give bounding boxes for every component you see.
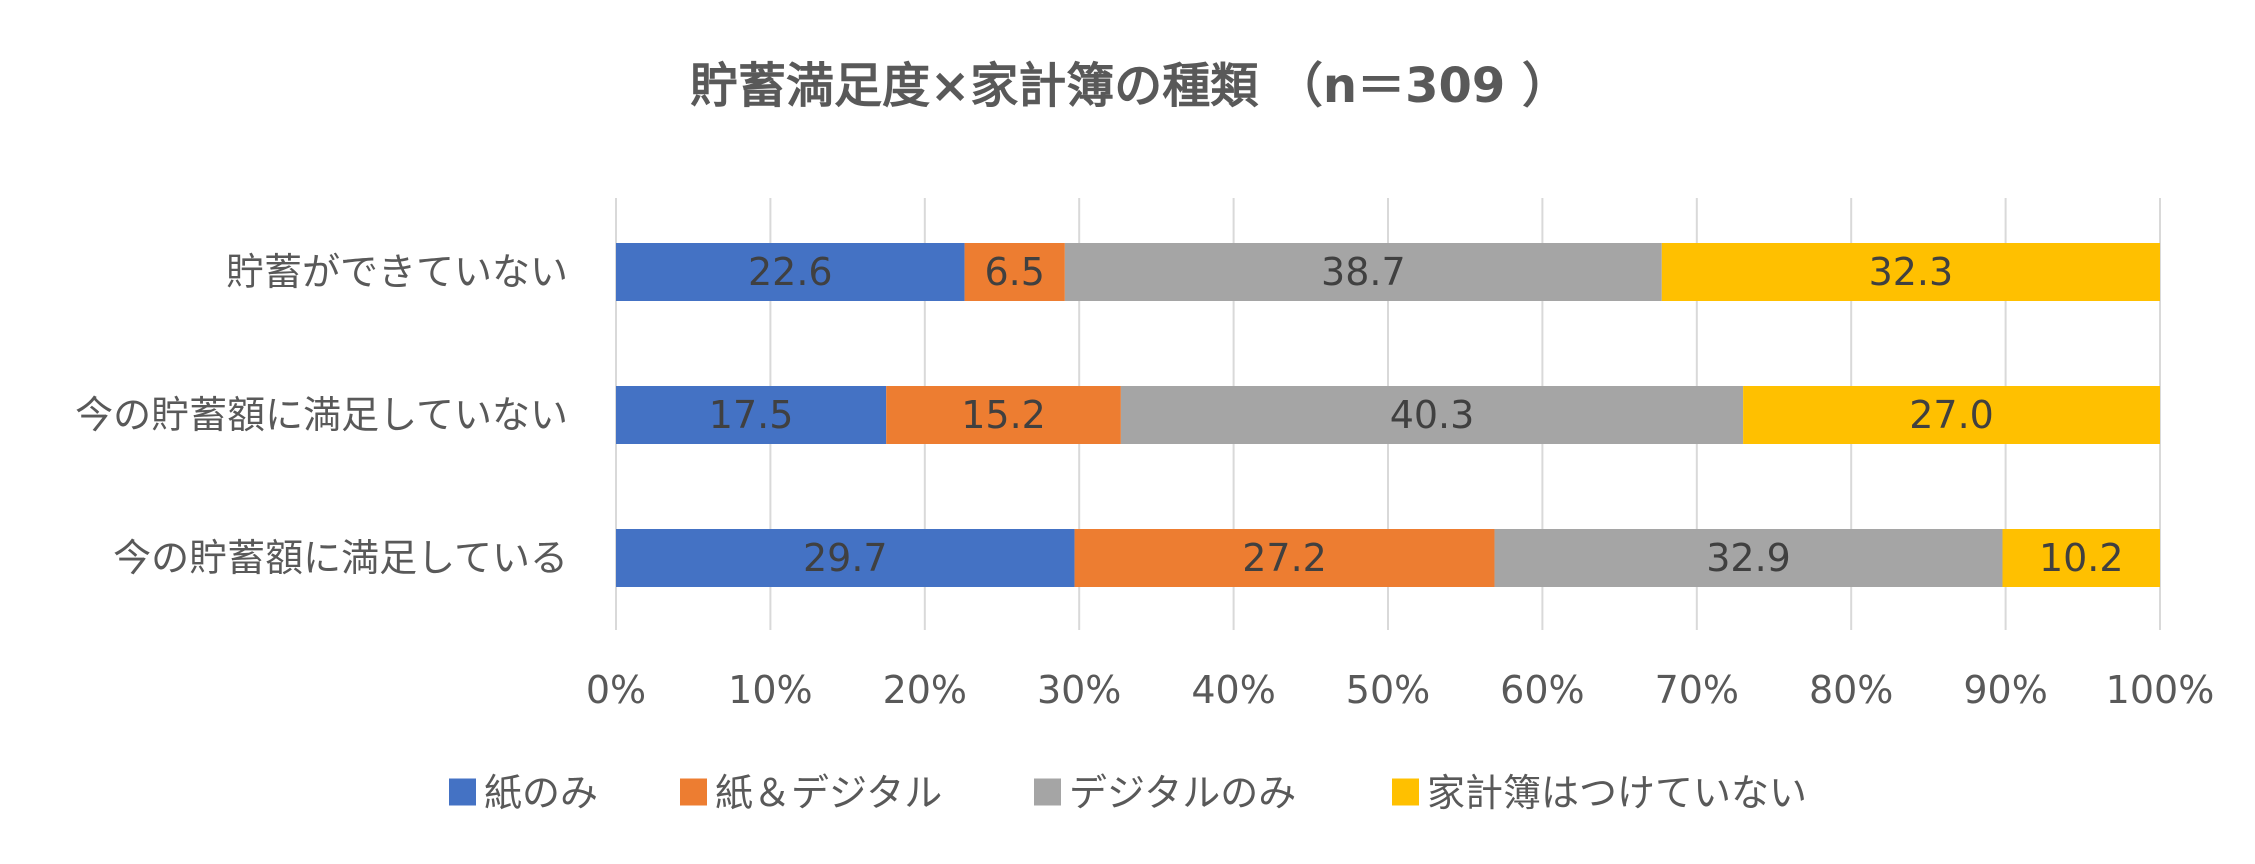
legend-swatch: [1392, 778, 1419, 806]
bar-segment: [616, 386, 887, 444]
bar-segment: [2002, 529, 2160, 587]
bar-segments: [616, 243, 2160, 587]
x-tick-label: 80%: [1809, 668, 1893, 712]
category-label: 今の貯蓄額に満足していない: [75, 393, 568, 437]
data-label: 15.2: [961, 393, 1046, 437]
category-label: 貯蓄ができていない: [226, 250, 568, 294]
chart-title: 貯蓄満足度×家計簿の種類 （n＝309 ）: [690, 58, 1570, 114]
data-labels: 22.6 6.5 38.7 32.3 17.5 15.2 40.3 27.0 29.7 27.2 3…: [709, 250, 2124, 580]
x-tick-label: 50%: [1346, 668, 1430, 712]
x-tick-label: 0%: [586, 668, 646, 712]
bar-segment: [616, 529, 1075, 587]
x-axis-ticks: 0% 10% 20% 30% 40% 50% 60% 70% 80% 90% 100%: [586, 668, 2214, 712]
x-tick-label: 40%: [1191, 668, 1275, 712]
x-tick-label: 60%: [1500, 668, 1584, 712]
bar-segment: [1743, 386, 2160, 444]
x-tick-label: 100%: [2106, 668, 2215, 712]
data-label: 22.6: [748, 250, 833, 294]
bar-segment: [1494, 529, 2003, 587]
legend-swatch: [1034, 778, 1061, 806]
data-label: 40.3: [1390, 393, 1475, 437]
data-label: 32.9: [1706, 536, 1791, 580]
category-label: 今の貯蓄額に満足している: [113, 536, 568, 580]
legend-label: 紙のみ: [484, 771, 598, 815]
x-tick-label: 20%: [883, 668, 967, 712]
data-label: 6.5: [985, 250, 1045, 294]
data-label: 17.5: [709, 393, 794, 437]
bar-segment: [616, 243, 965, 301]
legend-label: デジタルのみ: [1069, 771, 1296, 815]
data-label: 27.2: [1242, 536, 1327, 580]
legend-label: 紙＆デジタル: [715, 771, 942, 815]
data-label: 32.3: [1869, 250, 1954, 294]
data-label: 10.2: [2039, 536, 2124, 580]
legend: 紙のみ 紙＆デジタル デジタルのみ 家計簿はつけていない: [449, 771, 1807, 815]
bar-segment: [1064, 243, 1662, 301]
x-tick-label: 30%: [1037, 668, 1121, 712]
bar-segment: [886, 386, 1121, 444]
bar-segment: [964, 243, 1065, 301]
bar-segment: [1074, 529, 1495, 587]
bar-segment: [1661, 243, 2160, 301]
data-label: 27.0: [1909, 393, 1994, 437]
legend-label: 家計簿はつけていない: [1427, 771, 1807, 815]
legend-swatch: [449, 778, 476, 806]
x-tick-label: 10%: [728, 668, 812, 712]
data-label: 29.7: [803, 536, 888, 580]
x-tick-label: 90%: [1963, 668, 2047, 712]
data-label: 38.7: [1321, 250, 1406, 294]
x-tick-label: 70%: [1655, 668, 1739, 712]
legend-swatch: [680, 778, 707, 806]
bar-segment: [1120, 386, 1744, 444]
